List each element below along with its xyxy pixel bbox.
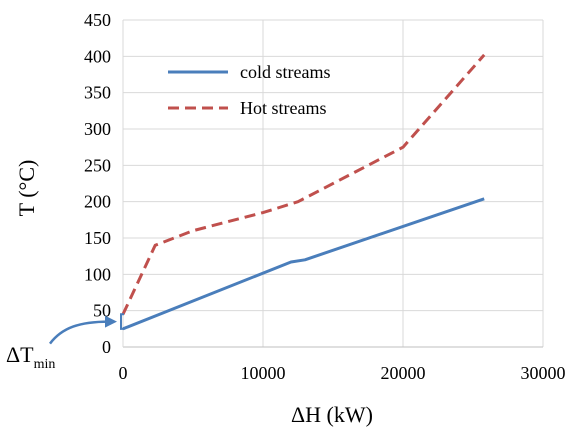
y-tick-label: 200 xyxy=(84,192,111,212)
y-tick-label: 150 xyxy=(84,228,111,248)
x-tick-label: 20000 xyxy=(381,363,426,383)
y-tick-label: 250 xyxy=(84,155,111,175)
y-tick-label: 0 xyxy=(102,337,111,357)
y-tick-label: 300 xyxy=(84,119,111,139)
y-axis-label: T (°C) xyxy=(14,160,39,217)
y-tick-label: 400 xyxy=(84,46,111,66)
x-tick-label: 0 xyxy=(119,363,128,383)
delta-t-min-annotation: ΔTmin xyxy=(6,313,124,372)
y-tick-label: 100 xyxy=(84,264,111,284)
legend: cold streams Hot streams xyxy=(168,62,330,118)
delta-t-min-label: ΔTmin xyxy=(6,342,55,372)
series-line-cold-streams xyxy=(122,197,485,331)
plot-border xyxy=(122,20,543,348)
y-axis-ticks: 0 50 100 150 200 250 300 350 400 450 xyxy=(84,10,111,357)
x-axis-ticks: 0 10000 20000 30000 xyxy=(119,363,566,383)
delta-t-min-arrow xyxy=(49,320,110,345)
series-line-hot-streams xyxy=(121,53,486,315)
y-tick-label: 450 xyxy=(84,10,111,30)
series-layer xyxy=(121,53,486,331)
y-tick-label: 350 xyxy=(84,83,111,103)
y-tick-label: 50 xyxy=(93,301,111,321)
legend-label-cold-streams: cold streams xyxy=(240,62,330,82)
legend-label-hot-streams: Hot streams xyxy=(240,98,326,118)
x-tick-label: 30000 xyxy=(521,363,566,383)
grid xyxy=(123,19,544,347)
delta-t-min-arrowhead xyxy=(105,315,117,328)
x-tick-label: 10000 xyxy=(241,363,286,383)
delta-t-min-bracket xyxy=(120,313,124,330)
x-axis-label: ΔH (kW) xyxy=(291,402,373,427)
